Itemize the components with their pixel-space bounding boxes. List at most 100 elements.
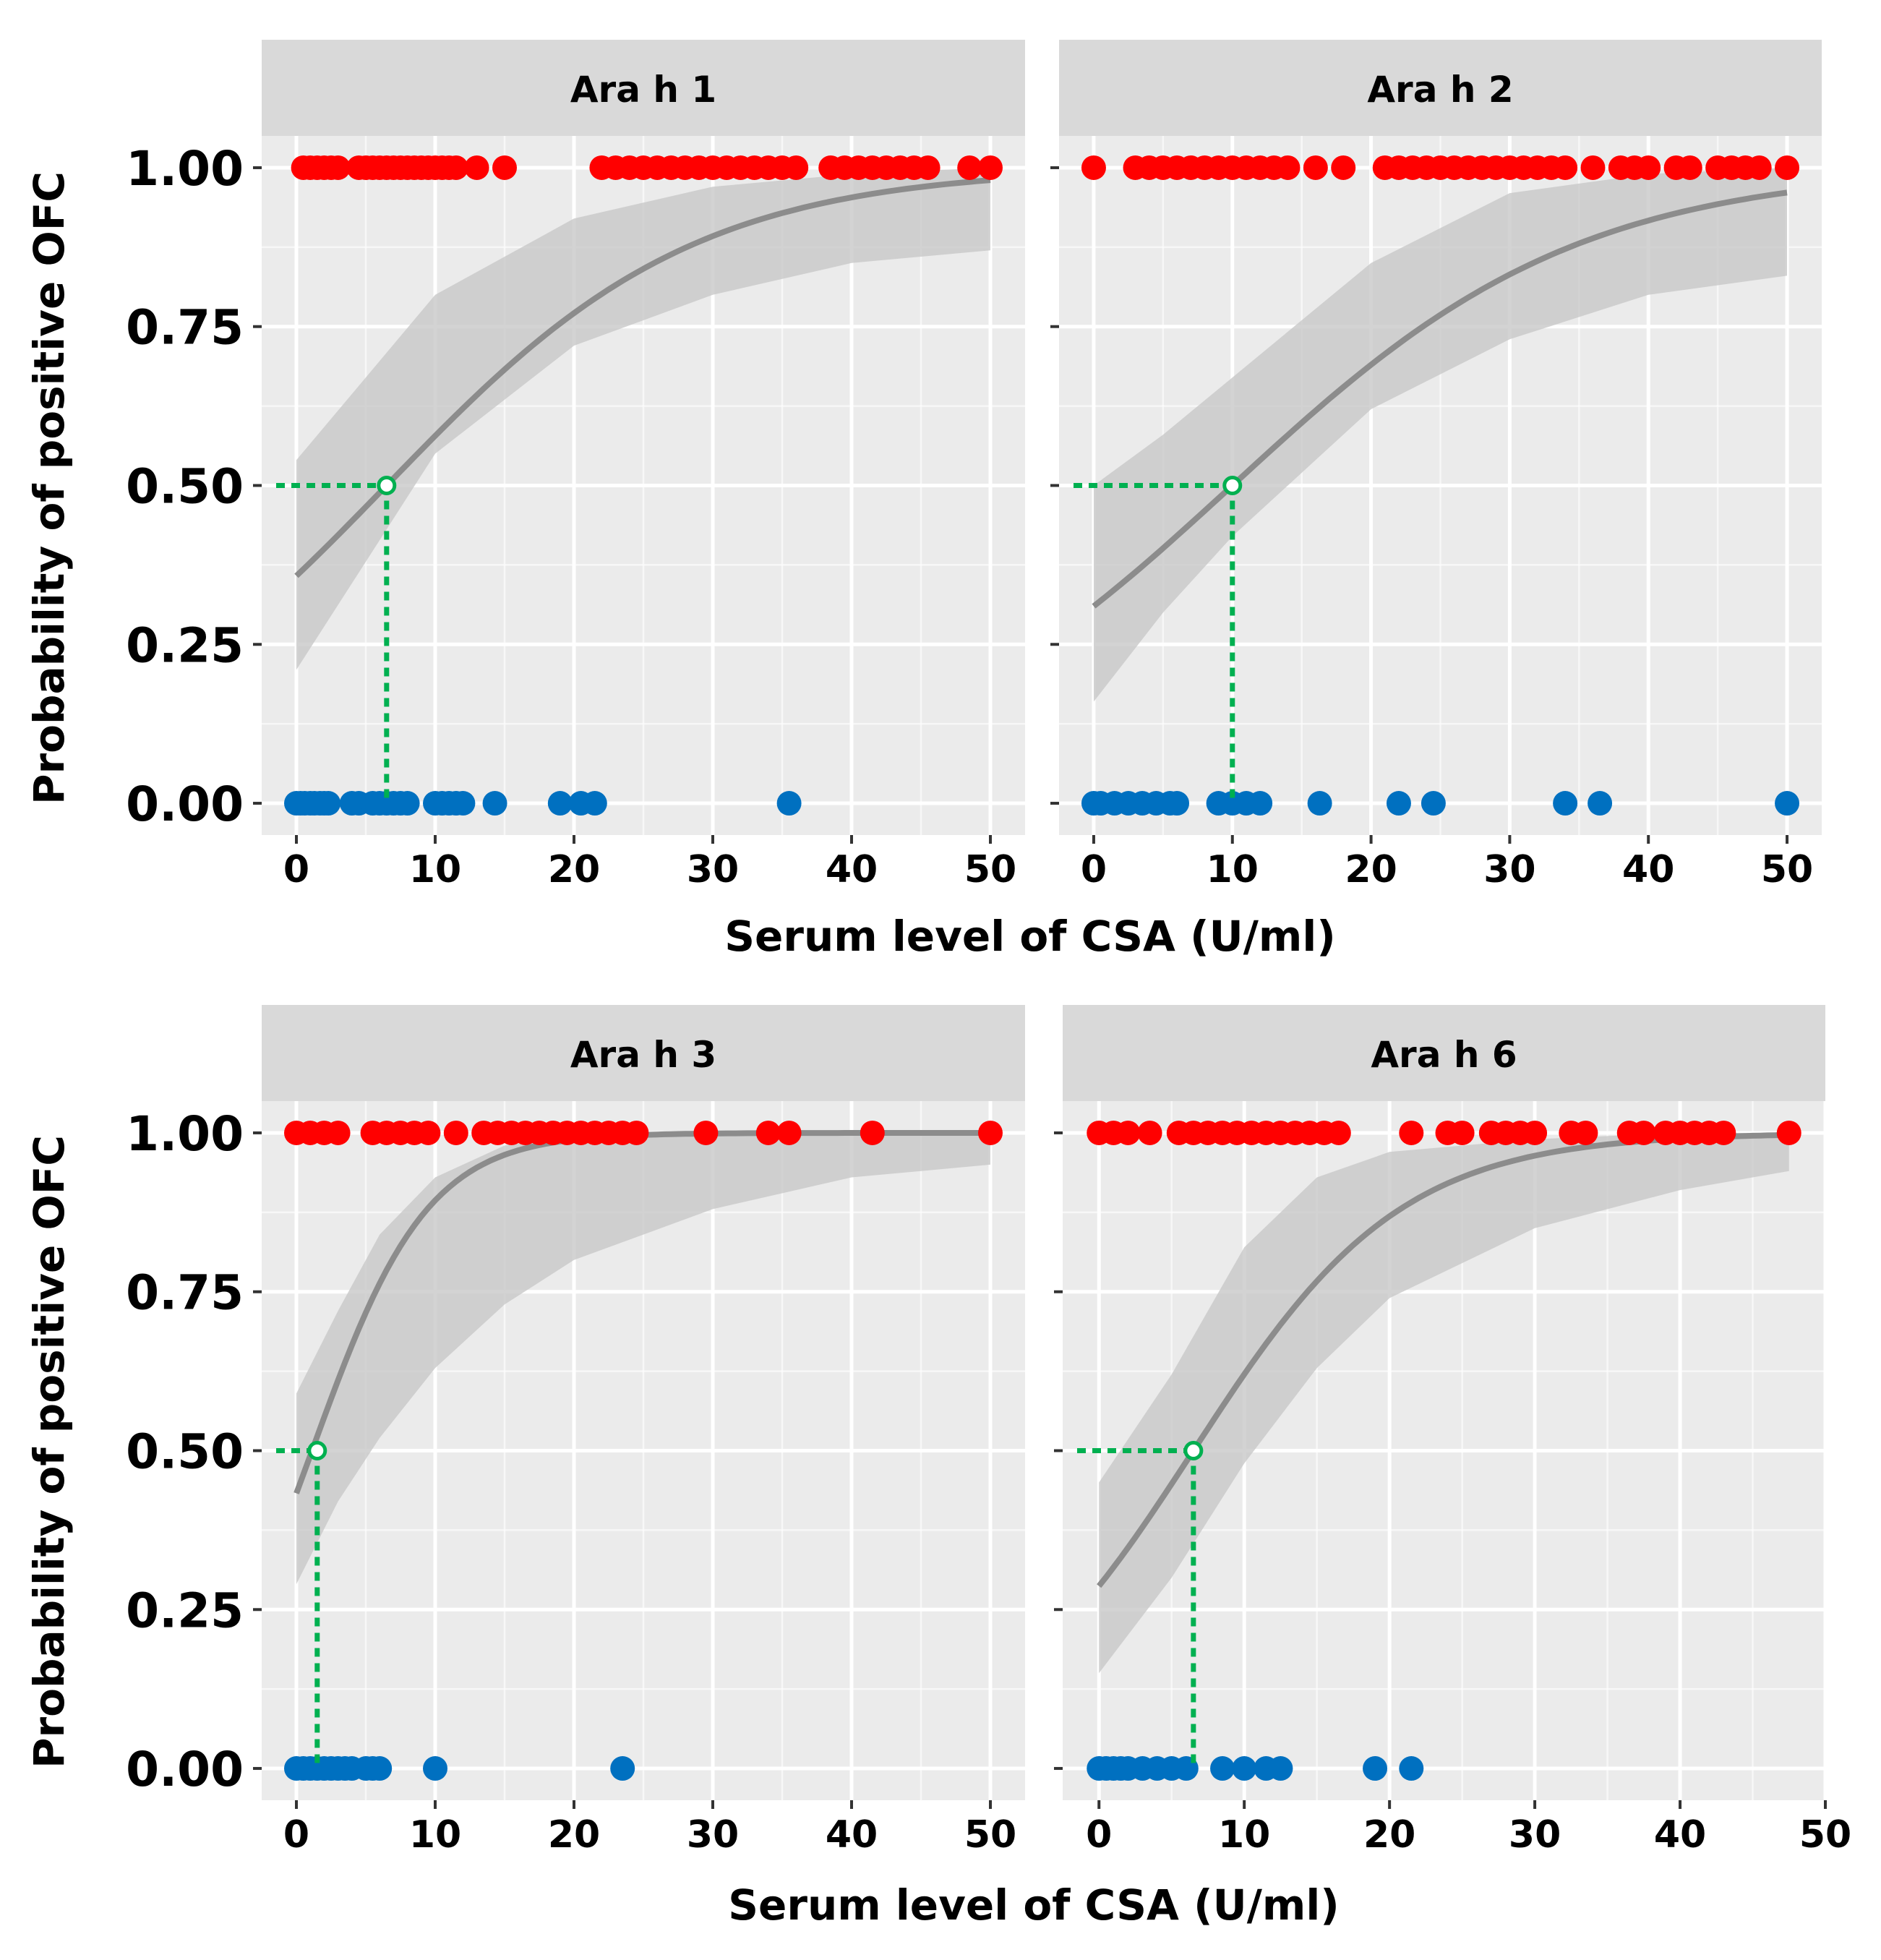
point-positive xyxy=(443,1120,468,1145)
x-tick-label: 50 xyxy=(1761,848,1813,891)
point-positive xyxy=(1677,155,1702,180)
facet-panel-1: Ara h 1 0.00 0.25 0.50 0.75 1.00 0 10 20 30 40 50 xyxy=(126,40,1025,891)
x-tick-label: 20 xyxy=(1345,848,1397,891)
point-positive xyxy=(624,1120,649,1145)
point-positive xyxy=(784,155,809,180)
point-positive xyxy=(1573,1120,1598,1145)
facet-strip xyxy=(1059,40,1822,136)
point-negative xyxy=(1399,1756,1424,1781)
point-positive xyxy=(1636,155,1661,180)
x-tick-label: 0 xyxy=(283,848,309,891)
cutoff-marker xyxy=(307,1441,327,1460)
facet-title: Ara h 3 xyxy=(570,1034,716,1076)
facet-panel-3: Ara h 3 0.00 0.25 0.50 0.75 1.00 0 10 20 30 40 50 xyxy=(126,1005,1025,1857)
point-positive xyxy=(464,155,489,180)
y-tick-label: 0.25 xyxy=(126,1583,244,1638)
data-points xyxy=(1081,155,1800,816)
point-positive xyxy=(915,155,940,180)
point-positive xyxy=(492,155,517,180)
point-positive xyxy=(1303,155,1328,180)
point-negative xyxy=(1363,1756,1388,1781)
point-negative xyxy=(1232,1756,1257,1781)
facet-strip xyxy=(262,1005,1025,1101)
point-negative xyxy=(1248,791,1273,816)
facet-title: Ara h 6 xyxy=(1371,1034,1517,1076)
point-negative xyxy=(1268,1756,1293,1781)
data-points xyxy=(284,1120,1003,1781)
point-positive xyxy=(1711,1120,1736,1145)
point-negative xyxy=(367,1756,393,1781)
point-negative xyxy=(1553,791,1578,816)
fit-line xyxy=(1092,189,1788,609)
x-axis-title-bottom: Serum level of CSA (U/ml) xyxy=(728,1880,1339,1930)
cutoff-marker xyxy=(377,476,397,495)
x-tick-label: 50 xyxy=(964,848,1016,891)
point-negative xyxy=(1421,791,1446,816)
point-negative xyxy=(776,791,802,816)
point-positive xyxy=(416,1120,441,1145)
y-axis-title-top: Probability of positive OFC xyxy=(25,171,74,805)
point-negative xyxy=(547,791,573,816)
x-tick-label: 20 xyxy=(548,1813,600,1857)
x-tick-label: 40 xyxy=(826,1813,878,1857)
facet-strip xyxy=(1063,1005,1825,1101)
point-positive xyxy=(693,1120,719,1145)
point-positive xyxy=(957,155,982,180)
data-points xyxy=(1087,1120,1801,1781)
point-positive xyxy=(1326,1120,1351,1145)
point-negative xyxy=(316,791,341,816)
point-negative xyxy=(610,1756,635,1781)
point-positive xyxy=(1081,155,1106,180)
point-positive xyxy=(860,1120,885,1145)
x-tick-label: 0 xyxy=(1081,848,1107,891)
x-tick-label: 30 xyxy=(1509,1813,1561,1857)
point-negative xyxy=(423,1756,447,1781)
point-positive xyxy=(978,1120,1003,1145)
x-tick-label: 10 xyxy=(1207,848,1259,891)
point-positive xyxy=(1115,1120,1141,1145)
point-negative xyxy=(1588,791,1613,816)
cutoff-marker xyxy=(1183,1441,1204,1460)
confidence-band xyxy=(296,1133,990,1585)
point-positive xyxy=(1275,155,1301,180)
facet-strip xyxy=(262,40,1025,136)
x-tick-label: 40 xyxy=(826,848,878,891)
y-tick-label: 0.75 xyxy=(126,1265,244,1321)
y-tick-label: 1.00 xyxy=(126,1106,244,1162)
point-positive xyxy=(1331,155,1356,180)
x-tick-label: 50 xyxy=(964,1813,1016,1857)
point-positive xyxy=(1775,155,1800,180)
facet-title: Ara h 1 xyxy=(570,69,716,111)
point-negative xyxy=(582,791,607,816)
x-tick-label: 0 xyxy=(283,1813,309,1857)
point-negative xyxy=(1165,791,1190,816)
y-tick-label: 0.50 xyxy=(126,1424,244,1480)
y-tick-label: 0.75 xyxy=(126,300,244,356)
x-tick-label: 30 xyxy=(1483,848,1535,891)
y-tick-label: 0.00 xyxy=(126,776,244,832)
point-positive xyxy=(1522,1120,1548,1145)
confidence-band xyxy=(296,168,990,670)
cutoff-marker xyxy=(1222,476,1243,495)
point-negative xyxy=(450,791,476,816)
fit-line xyxy=(294,177,991,578)
point-positive xyxy=(1631,1120,1656,1145)
x-tick-label: 10 xyxy=(409,1813,461,1857)
point-positive xyxy=(755,1120,781,1145)
point-positive xyxy=(1580,155,1606,180)
confidence-band xyxy=(1099,1133,1789,1674)
point-positive xyxy=(1747,155,1772,180)
point-positive xyxy=(978,155,1003,180)
point-positive xyxy=(443,155,468,180)
y-axis-title-bottom: Probability of positive OFC xyxy=(25,1135,74,1768)
point-negative xyxy=(1210,1756,1235,1781)
point-positive xyxy=(1399,1120,1424,1145)
confidence-band xyxy=(1094,168,1787,702)
x-tick-label: 30 xyxy=(687,848,739,891)
x-tick-label: 50 xyxy=(1799,1813,1851,1857)
point-positive xyxy=(776,1120,802,1145)
x-tick-label: 10 xyxy=(1218,1813,1270,1857)
facet-title: Ara h 2 xyxy=(1367,69,1513,111)
point-positive xyxy=(1137,1120,1162,1145)
